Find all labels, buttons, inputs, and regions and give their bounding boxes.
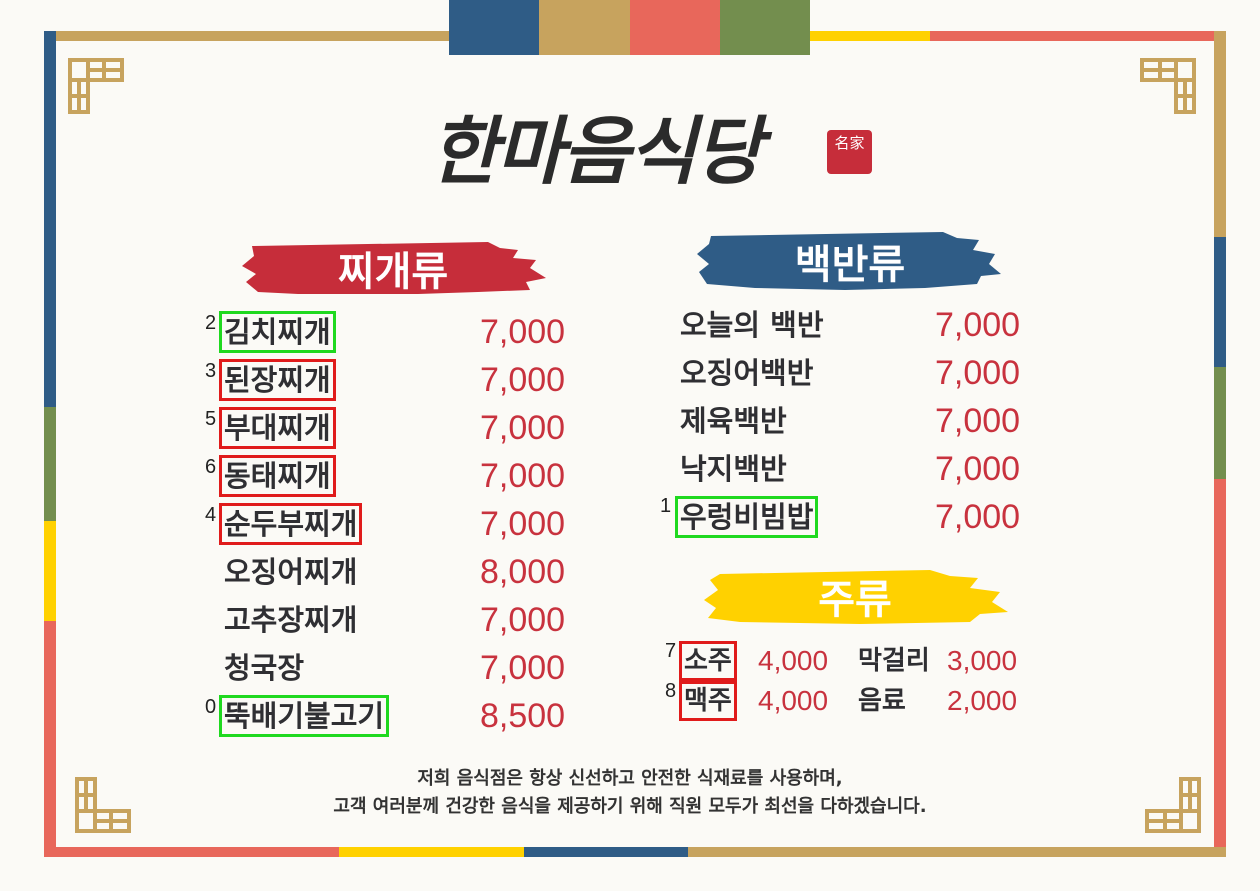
- item-index-label: 3: [205, 360, 217, 382]
- menu-item-price: 7,000: [480, 649, 566, 687]
- menu-item-name[interactable]: 부대찌개: [219, 407, 336, 449]
- brush-stroke-red: [242, 242, 546, 294]
- menu-frame: [44, 31, 1226, 857]
- frame-right-blue: [1214, 237, 1226, 367]
- drinks-section-title: 주류: [818, 577, 892, 623]
- menu-item-price: 7,000: [935, 354, 1021, 392]
- menu-item-name[interactable]: 뚝배기불고기: [218, 695, 390, 737]
- menu-item-row: 3 된장찌개 7,000: [200, 359, 580, 401]
- frame-top-gold: [44, 31, 449, 41]
- menu-item-name[interactable]: 오징어백반: [680, 356, 814, 390]
- menu-item-name[interactable]: 우렁비빔밥: [674, 496, 819, 538]
- restaurant-title: 한마음식당: [430, 109, 762, 195]
- menu-item-name[interactable]: 제육백반: [680, 404, 787, 438]
- menu-item-price: 7,000: [935, 498, 1021, 536]
- top-color-blocks: [449, 0, 810, 55]
- item-index-label: 6: [205, 456, 217, 478]
- item-index-label: 5: [205, 408, 217, 430]
- baekban-banner: 백반류: [695, 230, 1005, 292]
- menu-item-price: 7,000: [480, 361, 566, 399]
- top-block-blue: [449, 0, 539, 55]
- stew-banner: 찌개류: [238, 238, 548, 298]
- item-index-label: 2: [205, 312, 217, 334]
- top-block-coral: [630, 0, 720, 55]
- frame-bottom-yellow: [339, 847, 524, 857]
- menu-item-price: 7,000: [935, 402, 1021, 440]
- corner-ornament-bottom-left: [75, 777, 131, 833]
- drink-item-name[interactable]: 소주: [679, 641, 737, 681]
- brush-stroke-yellow: [704, 570, 1008, 624]
- drink-item-price: 2,000: [947, 685, 1018, 716]
- menu-item-name[interactable]: 고추장찌개: [224, 603, 358, 637]
- footer-line-1: 저희 음식점은 항상 신선하고 안전한 식재료를 사용하며,: [417, 768, 843, 789]
- frame-top-yellow: [810, 31, 930, 41]
- menu-item-price: 7,000: [480, 601, 566, 639]
- drinks-banner: 주류: [700, 566, 1010, 626]
- menu-item-row: 6 동태찌개 7,000: [200, 455, 580, 497]
- item-index-label: 7: [665, 640, 677, 662]
- frame-top-coral: [930, 31, 1226, 41]
- corner-ornament-top-left: [68, 58, 124, 114]
- menu-item-row: 오징어찌개 8,000: [200, 552, 580, 592]
- menu-item-row: 5 부대찌개 7,000: [200, 407, 580, 449]
- menu-item-row: 1 우렁비빔밥 7,000: [660, 495, 1040, 538]
- menu-item-price: 7,000: [935, 306, 1021, 344]
- drink-item-price: 4,000: [758, 645, 829, 676]
- menu-item-price: 7,000: [480, 313, 566, 351]
- corner-ornament-bottom-right: [1145, 777, 1201, 833]
- frame-left-blue: [44, 31, 56, 407]
- menu-item-price: 7,000: [480, 505, 566, 543]
- menu-item-row: 오늘의 백반 7,000: [660, 305, 1040, 345]
- item-index-label: 4: [205, 504, 217, 526]
- corner-ornament-top-right: [1140, 58, 1196, 114]
- brush-stroke-blue: [697, 232, 1001, 290]
- frame-bottom-blue: [524, 847, 688, 857]
- item-index-label: 1: [660, 495, 672, 517]
- drink-item-name[interactable]: 막걸리: [858, 646, 930, 676]
- drink-item-name[interactable]: 맥주: [679, 681, 737, 721]
- menu-item-row: 청국장 7,000: [200, 648, 580, 688]
- drink-item-name[interactable]: 음료: [858, 686, 906, 716]
- menu-item-price: 8,000: [480, 553, 566, 591]
- menu-item-price: 7,000: [480, 457, 566, 495]
- seal-stamp: 名家: [827, 130, 872, 174]
- top-block-green: [720, 0, 810, 55]
- menu-item-row: 고추장찌개 7,000: [200, 600, 580, 640]
- menu-item-row: 4 순두부찌개 7,000: [200, 503, 580, 545]
- menu-item-name[interactable]: 동태찌개: [219, 455, 336, 497]
- drink-item-price: 3,000: [947, 645, 1018, 676]
- frame-left-yellow: [44, 521, 56, 621]
- menu-item-row: 낙지백반 7,000: [660, 449, 1040, 489]
- frame-bottom-gold: [688, 847, 1226, 857]
- menu-item-name[interactable]: 김치찌개: [219, 311, 336, 353]
- menu-item-name[interactable]: 낙지백반: [680, 452, 787, 486]
- top-block-gold: [539, 0, 630, 55]
- drinks-list: 7 소주 4,000 막걸리 3,000 8 맥주 4,000 음료 2,000: [660, 640, 1040, 721]
- menu-item-row: 제육백반 7,000: [660, 401, 1040, 441]
- menu-item-name[interactable]: 오징어찌개: [224, 555, 358, 589]
- item-index-label: 0: [205, 696, 217, 718]
- menu-item-price: 7,000: [480, 409, 566, 447]
- menu-item-row: 0 뚝배기불고기 8,500: [200, 695, 580, 737]
- frame-left-green: [44, 407, 56, 521]
- frame-bottom-coral: [44, 847, 339, 857]
- stew-section-title: 찌개류: [337, 249, 449, 295]
- menu-item-name[interactable]: 순두부찌개: [218, 503, 363, 545]
- menu-item-price: 8,500: [480, 697, 566, 735]
- menu-item-name[interactable]: 청국장: [224, 651, 305, 685]
- frame-right-gold: [1214, 31, 1226, 237]
- menu-item-name[interactable]: 오늘의 백반: [680, 308, 824, 342]
- menu-item-row: 오징어백반 7,000: [660, 353, 1040, 393]
- frame-right-coral: [1214, 479, 1226, 857]
- menu-item-price: 7,000: [935, 450, 1021, 488]
- menu-item-name[interactable]: 된장찌개: [219, 359, 336, 401]
- frame-left-coral: [44, 621, 56, 857]
- frame-right-green: [1214, 367, 1226, 479]
- drink-item-price: 4,000: [758, 685, 829, 716]
- baekban-section-title: 백반류: [794, 242, 906, 288]
- footer-line-2: 고객 여러분께 건강한 음식을 제공하기 위해 직원 모두가 최선을 다하겠습니…: [333, 796, 927, 817]
- menu-item-row: 2 김치찌개 7,000: [200, 311, 580, 353]
- item-index-label: 8: [665, 680, 677, 702]
